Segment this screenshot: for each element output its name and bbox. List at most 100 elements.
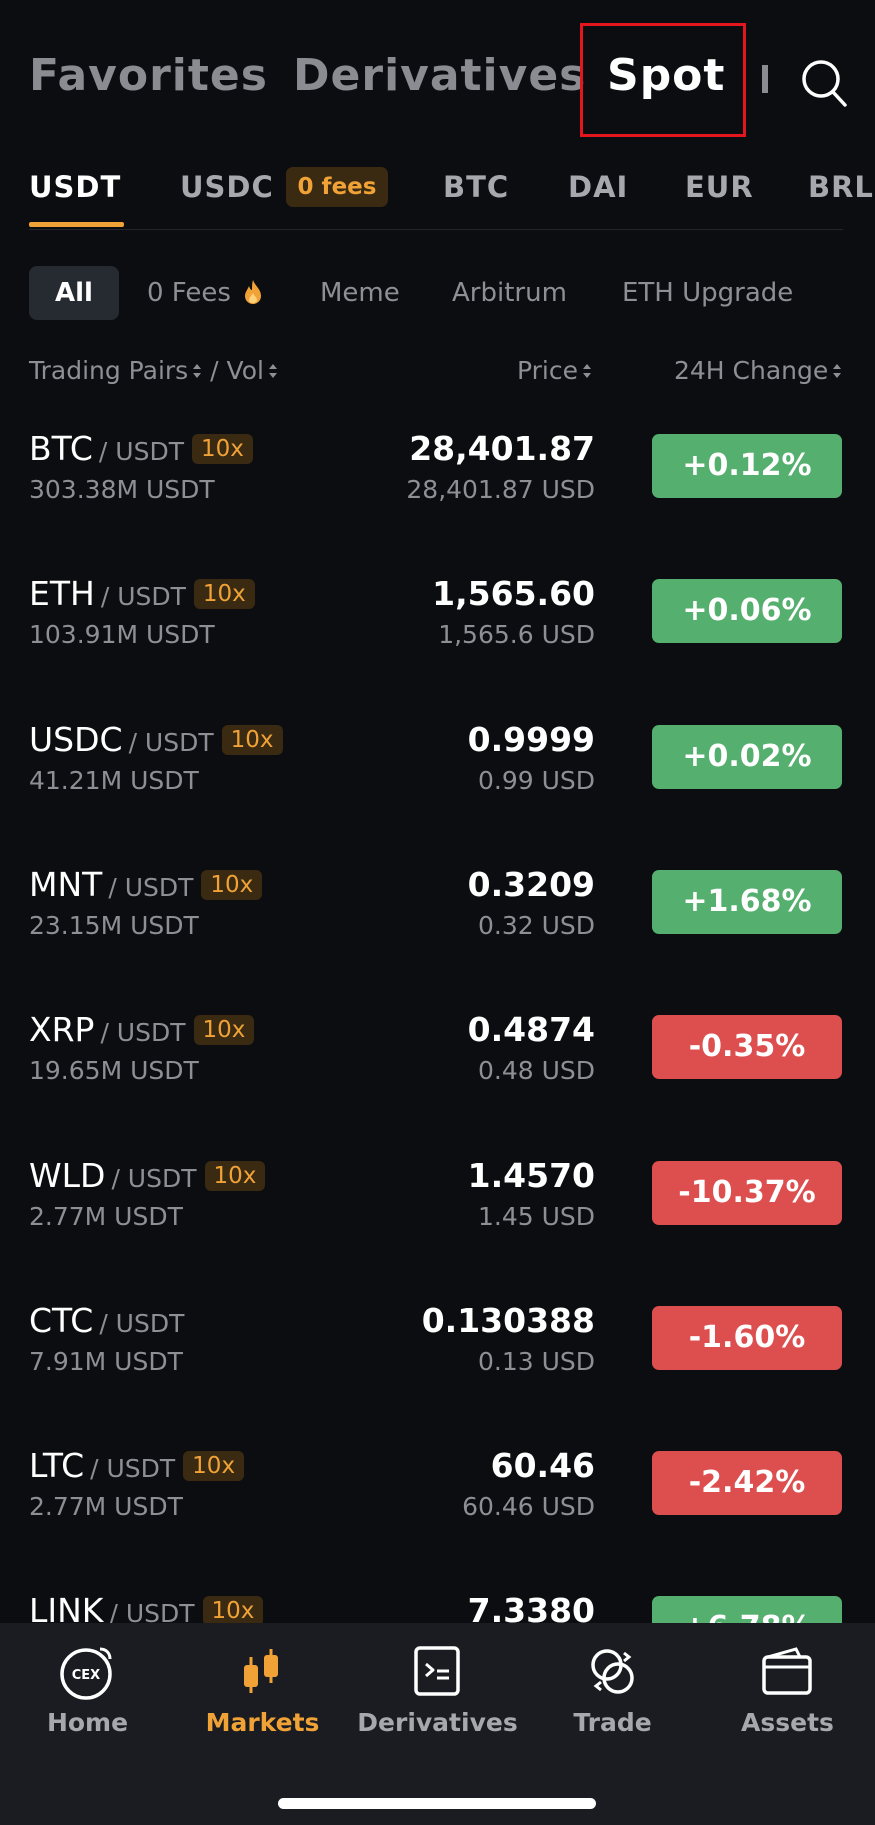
volume: 2.77M USDT [29, 1202, 183, 1231]
quote-symbol: / USDT [99, 1309, 185, 1338]
market-row-usdc[interactable]: USDC / USDT 10x 41.21M USDT 0.9999 0.99 US… [0, 720, 875, 840]
chip-eth-upgrade[interactable]: ETH Upgrade [622, 278, 794, 308]
leverage-badge: 10x [201, 870, 263, 900]
chip-arbitrum[interactable]: Arbitrum [452, 278, 567, 308]
base-symbol: ETH [29, 574, 95, 613]
leverage-badge: 10x [191, 434, 253, 464]
base-symbol: CTC [29, 1301, 94, 1340]
last-price: 0.4874 [467, 1010, 595, 1049]
usd-price: 60.46 USD [462, 1492, 595, 1521]
base-symbol: BTC [29, 429, 93, 468]
change-badge: +1.68% [652, 870, 842, 934]
last-price: 28,401.87 [409, 429, 595, 468]
quote-tab-brl[interactable]: BRL [808, 170, 874, 204]
column-header-pairs[interactable]: Trading Pairs / Vol [29, 356, 278, 385]
zero-fees-badge: 0 fees [286, 167, 388, 207]
change-badge: +0.06% [652, 579, 842, 643]
pair-symbol: ETH / USDT 10x [29, 574, 255, 613]
chip-label: All [55, 278, 93, 308]
volume: 23.15M USDT [29, 911, 199, 940]
svg-text:CEX: CEX [72, 1668, 100, 1683]
change-badge: -10.37% [652, 1161, 842, 1225]
tab-spot[interactable]: Spot [607, 50, 726, 101]
category-chips: All 0 Fees Meme Arbitrum ETH Upgrade [0, 266, 875, 322]
cex-logo-icon: CEX [60, 1647, 112, 1700]
pair-symbol: BTC / USDT 10x [29, 429, 253, 468]
column-header-price[interactable]: Price [517, 356, 592, 385]
tab-favorites[interactable]: Favorites [29, 50, 268, 101]
usd-price: 1.45 USD [477, 1202, 595, 1231]
header-pairs-label: Trading Pairs [29, 356, 189, 385]
nav-assets[interactable]: Assets [700, 1623, 875, 1753]
market-row-mnt[interactable]: MNT / USDT 10x 23.15M USDT 0.3209 0.32 USD… [0, 865, 875, 985]
sort-icon [833, 364, 842, 378]
last-price: 0.130388 [421, 1301, 595, 1340]
quote-symbol: / USDT [100, 582, 186, 611]
bottom-nav: CEX Home Markets Derivatives Trade [0, 1623, 875, 1825]
market-row-eth[interactable]: ETH / USDT 10x 103.91M USDT 1,565.60 1,565… [0, 574, 875, 694]
change-badge: +0.02% [652, 725, 842, 789]
nav-label: Home [46, 1708, 129, 1737]
tab-derivatives[interactable]: Derivatives [293, 50, 587, 101]
header-price-label: Price [517, 356, 578, 385]
leverage-badge: 10x [204, 1161, 266, 1191]
nav-label: Markets [205, 1708, 320, 1737]
leverage-badge: 10x [202, 1596, 264, 1626]
market-row-wld[interactable]: WLD / USDT 10x 2.77M USDT 1.4570 1.45 USD … [0, 1156, 875, 1276]
pair-symbol: MNT / USDT 10x [29, 865, 263, 904]
change-badge: +0.12% [652, 434, 842, 498]
nav-label: Assets [741, 1708, 834, 1737]
pair-symbol: WLD / USDT 10x [29, 1156, 266, 1195]
chip-meme[interactable]: Meme [320, 278, 400, 308]
document-chart-icon [414, 1646, 460, 1696]
last-price: 60.46 [490, 1446, 595, 1485]
quote-tab-dai[interactable]: DAI [568, 170, 629, 204]
quote-tab-btc[interactable]: BTC [443, 170, 510, 204]
pair-symbol: XRP / USDT 10x [29, 1010, 255, 1049]
wallet-icon [762, 1647, 812, 1695]
last-price: 1,565.60 [432, 574, 595, 613]
base-symbol: USDC [29, 720, 123, 759]
usd-price: 0.32 USD [477, 911, 595, 940]
usd-price: 0.48 USD [477, 1056, 595, 1085]
quote-tab-usdc[interactable]: USDC [180, 170, 274, 204]
quote-symbol: / USDT [111, 1164, 197, 1193]
volume: 2.77M USDT [29, 1492, 183, 1521]
search-icon[interactable] [800, 58, 848, 108]
last-price: 0.3209 [467, 865, 595, 904]
base-symbol: WLD [29, 1156, 106, 1195]
candlestick-icon [244, 1649, 278, 1693]
market-row-xrp[interactable]: XRP / USDT 10x 19.65M USDT 0.4874 0.48 USD… [0, 1010, 875, 1130]
pair-symbol: LTC / USDT 10x [29, 1446, 245, 1485]
nav-trade[interactable]: Trade [525, 1623, 700, 1753]
volume: 41.21M USDT [29, 766, 199, 795]
sort-icon [268, 364, 277, 378]
volume: 19.65M USDT [29, 1056, 199, 1085]
market-row-ltc[interactable]: LTC / USDT 10x 2.77M USDT 60.46 60.46 USD … [0, 1446, 875, 1566]
leverage-badge: 10x [193, 1015, 255, 1045]
fire-icon [245, 280, 262, 304]
chip-zero-fees[interactable]: 0 Fees [147, 266, 263, 320]
nav-markets[interactable]: Markets [175, 1623, 350, 1753]
quote-tab-eur[interactable]: EUR [685, 170, 754, 204]
market-row-ctc[interactable]: CTC / USDT 7.91M USDT 0.130388 0.13 USD -… [0, 1301, 875, 1421]
leverage-badge: 10x [221, 725, 283, 755]
quote-tab-usdt[interactable]: USDT [29, 170, 122, 204]
usd-price: 28,401.87 USD [406, 475, 595, 504]
change-badge: -0.35% [652, 1015, 842, 1079]
column-header-change[interactable]: 24H Change [674, 356, 842, 385]
chip-all[interactable]: All [29, 266, 119, 320]
header-change-label: 24H Change [674, 356, 829, 385]
nav-home[interactable]: CEX Home [0, 1623, 175, 1753]
quote-currency-tabs: USDT USDC BTC DAI EUR BRL [0, 160, 875, 230]
nav-derivatives[interactable]: Derivatives [350, 1623, 525, 1753]
quote-symbol: / USDT [108, 873, 194, 902]
usd-price: 1,565.6 USD [438, 620, 595, 649]
pair-symbol: USDC / USDT 10x [29, 720, 283, 759]
last-price: 0.9999 [467, 720, 595, 759]
highlight-box [580, 23, 746, 137]
leverage-badge: 10x [193, 579, 255, 609]
market-row-btc[interactable]: BTC / USDT 10x 303.38M USDT 28,401.87 28,4… [0, 429, 875, 549]
volume: 7.91M USDT [29, 1347, 183, 1376]
sort-icon [193, 364, 202, 378]
